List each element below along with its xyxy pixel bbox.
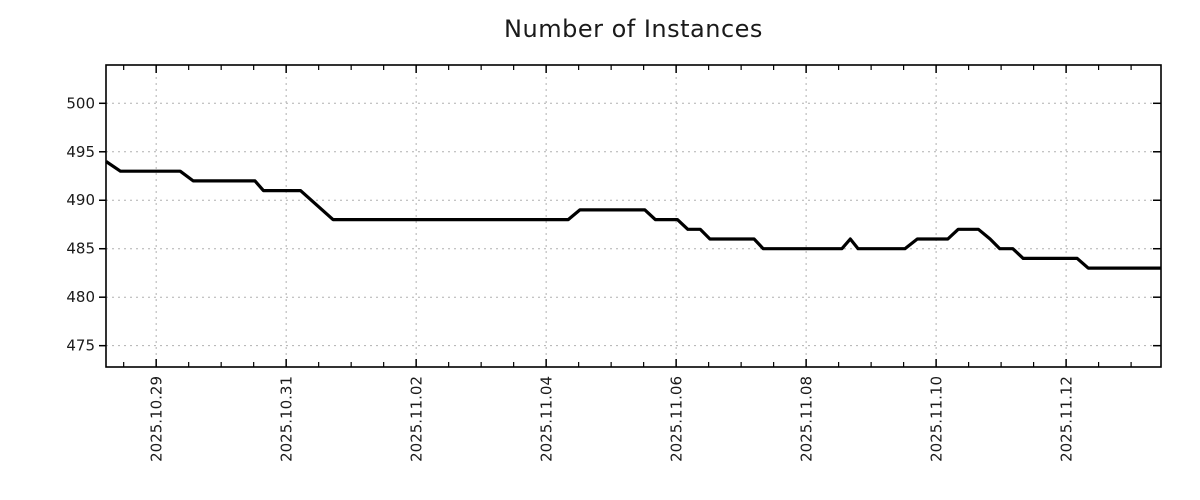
x-tick-label: 2025.11.02 <box>408 376 426 462</box>
y-tick-label: 500 <box>66 94 95 112</box>
x-tick-label: 2025.11.06 <box>668 376 686 462</box>
tick-labels: 475 480 485 490 495 500 2025.10.29 2025.10.31 20… <box>66 94 1075 462</box>
x-tick-label: 2025.11.10 <box>928 376 946 462</box>
y-tick-label: 490 <box>66 191 95 209</box>
y-tick-label: 495 <box>66 143 95 161</box>
x-tick-label: 2025.11.12 <box>1058 376 1076 462</box>
x-tick-label: 2025.10.29 <box>148 376 166 462</box>
x-tick-label: 2025.11.04 <box>538 376 556 462</box>
y-tick-label: 475 <box>66 337 95 355</box>
series-line-instances <box>105 160 1161 270</box>
y-tick-label: 485 <box>66 240 95 258</box>
axis-ticks <box>99 65 1161 367</box>
x-tick-label: 2025.11.08 <box>798 376 816 462</box>
plot-border <box>105 64 1162 368</box>
grid-lines <box>106 65 1161 367</box>
chart-title: Number of Instances <box>504 15 763 43</box>
y-tick-label: 480 <box>66 288 95 306</box>
x-tick-label: 2025.10.31 <box>278 376 296 462</box>
